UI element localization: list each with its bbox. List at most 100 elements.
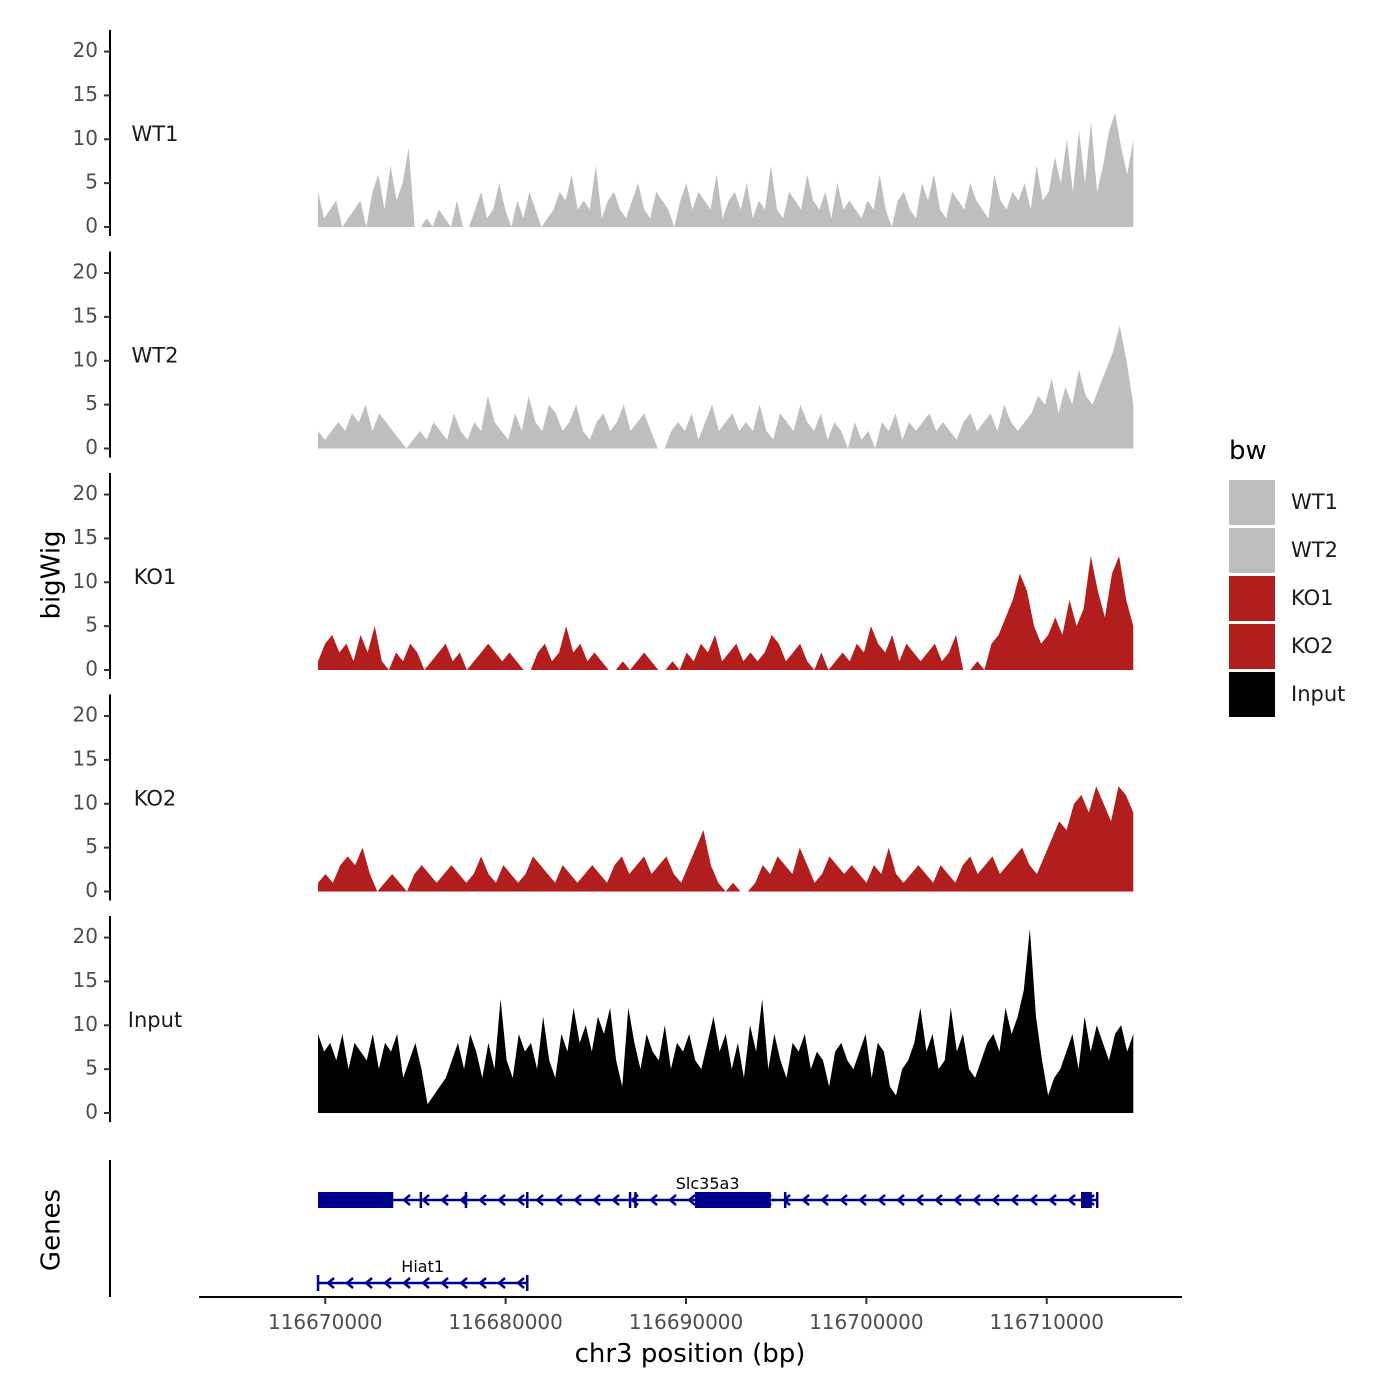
legend-swatch-input xyxy=(1229,672,1275,717)
exon-block xyxy=(318,1192,392,1208)
bigwig-tracks: 0 5 10 15 20 WT1 0 5 10 15 20 WT2 0 5 10 15 20 KO1 0 5 10 15 2… xyxy=(73,30,1134,1124)
strand-arrow xyxy=(592,1194,601,1206)
y-tick-label: 0 xyxy=(85,214,98,238)
y-tick-label: 20 xyxy=(73,924,98,948)
y-tick-label: 15 xyxy=(73,968,98,992)
strand-arrow xyxy=(459,1277,468,1289)
track-label: WT2 xyxy=(132,344,179,368)
y-tick-label: 15 xyxy=(73,303,98,327)
x-tick-label: 116690000 xyxy=(629,1310,744,1334)
strand-arrow xyxy=(364,1277,373,1289)
y-tick-label: 10 xyxy=(73,569,98,593)
legend-swatch-ko2 xyxy=(1229,624,1275,669)
strand-arrow xyxy=(573,1194,582,1206)
strand-arrow xyxy=(421,1194,430,1206)
strand-arrow xyxy=(440,1277,449,1289)
strand-arrow xyxy=(554,1194,563,1206)
signal-area-wt1 xyxy=(318,112,1134,227)
strand-arrow xyxy=(687,1194,696,1206)
track-label: KO2 xyxy=(134,787,177,811)
x-tick-label: 116670000 xyxy=(268,1310,383,1334)
exon-block xyxy=(1080,1192,1092,1208)
y-tick-label: 20 xyxy=(73,260,98,284)
y-tick-label: 10 xyxy=(73,126,98,150)
strand-arrow xyxy=(953,1194,962,1206)
track-label: Input xyxy=(128,1008,182,1032)
track-input: 0 5 10 15 20 Input xyxy=(73,916,1134,1124)
strand-arrow xyxy=(668,1194,677,1206)
strand-arrow xyxy=(820,1194,829,1206)
signal-area-input xyxy=(318,928,1134,1113)
y-tick-label: 10 xyxy=(73,790,98,814)
strand-arrow xyxy=(345,1277,354,1289)
legend-swatch-ko1 xyxy=(1229,576,1275,621)
y-tick-label: 15 xyxy=(73,82,98,106)
x-tick-label: 116680000 xyxy=(448,1310,563,1334)
legend-swatch-wt2 xyxy=(1229,528,1275,573)
legend-swatch-wt1 xyxy=(1229,480,1275,525)
strand-arrow xyxy=(516,1277,525,1289)
x-axis-title: chr3 position (bp) xyxy=(575,1339,806,1369)
legend-label-input: Input xyxy=(1291,682,1345,706)
strand-arrow xyxy=(649,1194,658,1206)
y-tick-label: 15 xyxy=(73,746,98,770)
signal-area-ko1 xyxy=(318,555,1134,670)
strand-arrow xyxy=(611,1194,620,1206)
strand-arrow xyxy=(801,1194,810,1206)
y-axis-title: bigWig xyxy=(37,530,67,619)
track-ko1: 0 5 10 15 20 KO1 xyxy=(73,473,1134,681)
genes-panel: Genes Slc35a3 Hiat1 xyxy=(37,1160,1099,1297)
signal-area-ko2 xyxy=(318,786,1134,892)
strand-arrow xyxy=(934,1194,943,1206)
strand-arrow xyxy=(516,1194,525,1206)
y-tick-label: 5 xyxy=(85,834,98,858)
strand-arrow xyxy=(858,1194,867,1206)
strand-arrow xyxy=(1010,1194,1019,1206)
strand-arrow xyxy=(497,1277,506,1289)
y-tick-label: 20 xyxy=(73,703,98,727)
y-tick-label: 10 xyxy=(73,1012,98,1036)
legend-label-wt1: WT1 xyxy=(1291,490,1338,514)
strand-arrow xyxy=(1048,1194,1057,1206)
strand-arrow xyxy=(877,1194,886,1206)
y-tick-label: 0 xyxy=(85,1100,98,1124)
legend-label-wt2: WT2 xyxy=(1291,538,1338,562)
strand-arrow xyxy=(421,1277,430,1289)
exon-block xyxy=(695,1192,771,1208)
gene-hiat1: Hiat1 xyxy=(316,1257,529,1291)
strand-arrow xyxy=(440,1194,449,1206)
strand-arrow xyxy=(478,1194,487,1206)
strand-arrow xyxy=(839,1194,848,1206)
y-tick-label: 20 xyxy=(73,38,98,62)
strand-arrow xyxy=(478,1277,487,1289)
y-tick-label: 20 xyxy=(73,481,98,505)
strand-arrow xyxy=(383,1277,392,1289)
y-tick-label: 10 xyxy=(73,347,98,371)
strand-arrow xyxy=(915,1194,924,1206)
x-tick-label: 116710000 xyxy=(989,1310,1104,1334)
track-label: KO1 xyxy=(134,565,177,589)
legend-label-ko2: KO2 xyxy=(1291,634,1334,658)
y-tick-label: 5 xyxy=(85,613,98,637)
y-tick-label: 5 xyxy=(85,391,98,415)
legend-label-ko1: KO1 xyxy=(1291,586,1334,610)
strand-arrow xyxy=(1067,1194,1076,1206)
legend: bw WT1 WT2 KO1 KO2 Input xyxy=(1229,436,1345,717)
y-tick-label: 0 xyxy=(85,657,98,681)
y-tick-label: 0 xyxy=(85,435,98,459)
y-tick-label: 0 xyxy=(85,878,98,902)
gene-slc35a3: Slc35a3 xyxy=(318,1174,1099,1208)
gene-label: Hiat1 xyxy=(401,1257,444,1276)
strand-arrow xyxy=(402,1277,411,1289)
gene-label: Slc35a3 xyxy=(676,1174,740,1193)
strand-arrow xyxy=(497,1194,506,1206)
genes-axis-title: Genes xyxy=(37,1189,67,1271)
strand-arrow xyxy=(991,1194,1000,1206)
track-label: WT1 xyxy=(132,122,179,146)
strand-arrow xyxy=(972,1194,981,1206)
y-tick-label: 5 xyxy=(85,170,98,194)
strand-arrow xyxy=(326,1277,335,1289)
x-tick-label: 116700000 xyxy=(809,1310,924,1334)
track-wt2: 0 5 10 15 20 WT2 xyxy=(73,251,1134,459)
strand-arrow xyxy=(1029,1194,1038,1206)
